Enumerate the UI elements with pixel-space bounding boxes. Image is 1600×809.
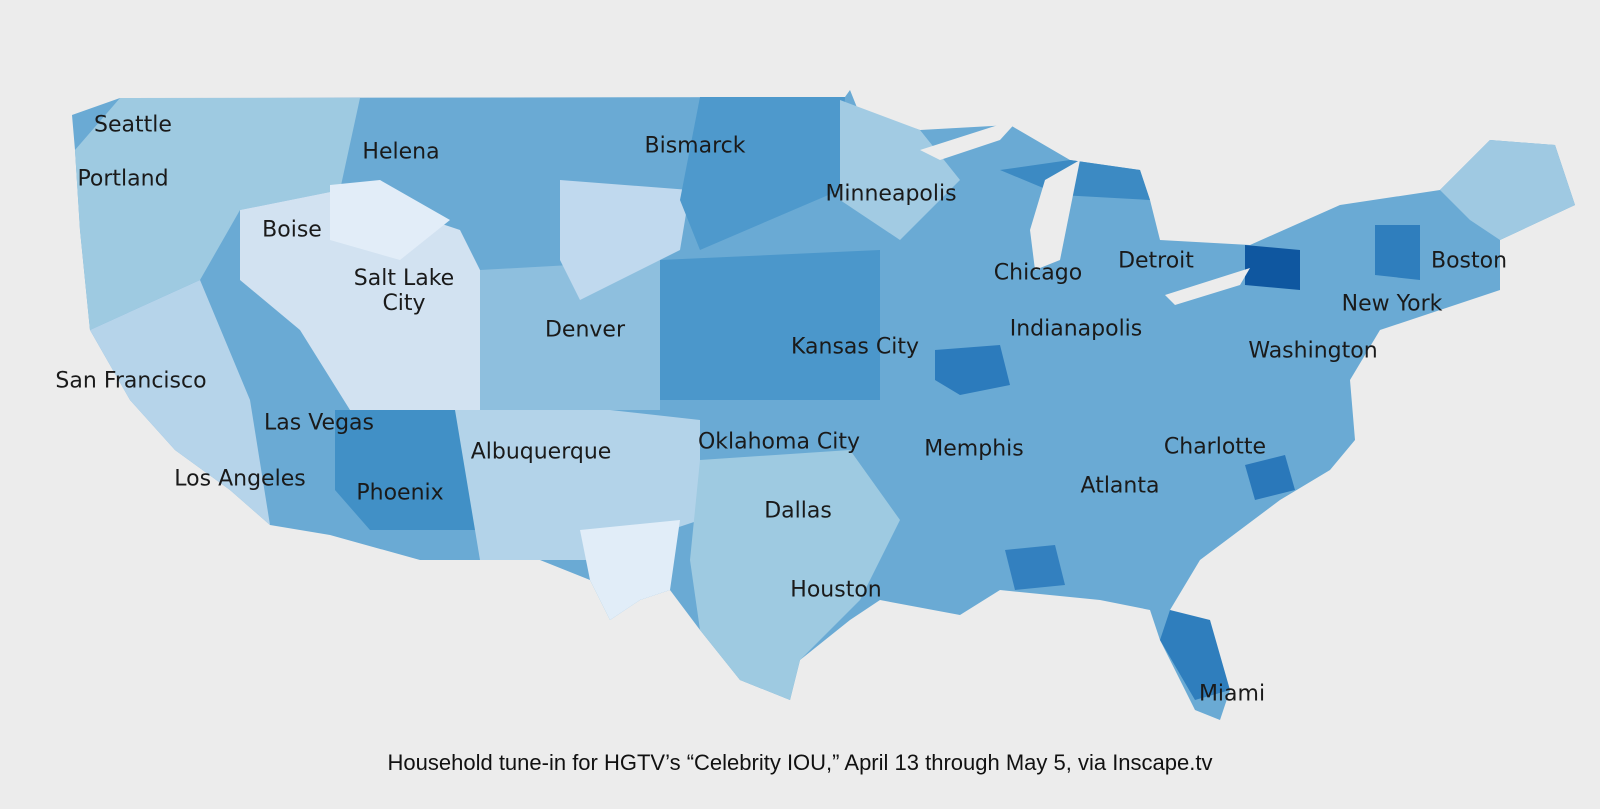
city-label: Phoenix xyxy=(356,480,444,506)
caption: Household tune-in for HGTV’s “Celebrity … xyxy=(387,750,1213,775)
city-label: Oklahoma City xyxy=(697,429,861,455)
city-label: Las Vegas xyxy=(264,410,374,436)
lake xyxy=(1030,160,1080,270)
region xyxy=(330,180,450,260)
region xyxy=(690,450,900,700)
region xyxy=(335,410,480,530)
city-label: Houston xyxy=(790,577,882,603)
region xyxy=(455,410,700,560)
region xyxy=(75,98,360,330)
region xyxy=(935,345,1010,395)
city-label: Memphis xyxy=(924,436,1024,462)
region xyxy=(1375,225,1420,280)
region xyxy=(1245,455,1295,500)
region xyxy=(480,260,660,410)
region xyxy=(240,190,480,410)
lake xyxy=(1165,268,1250,305)
region xyxy=(680,97,845,250)
region xyxy=(580,520,680,620)
city-label: Dallas xyxy=(764,498,832,524)
region xyxy=(660,250,880,400)
city-label: Minneapolis xyxy=(825,181,957,207)
lake xyxy=(920,118,1020,160)
region xyxy=(1440,140,1575,240)
region xyxy=(840,100,960,240)
city-label: Boston xyxy=(1430,248,1508,274)
region xyxy=(560,180,690,300)
city-label: Chicago xyxy=(993,260,1083,286)
city-label: Portland xyxy=(77,166,169,192)
region xyxy=(1245,245,1300,290)
city-label: Boise xyxy=(262,217,322,243)
city-label: Indianapolis xyxy=(1009,316,1143,342)
region xyxy=(90,280,270,525)
city-label: Miami xyxy=(1198,681,1266,707)
city-label: Seattle xyxy=(94,112,172,138)
city-label: Bismarck xyxy=(644,133,746,159)
region xyxy=(1005,545,1065,590)
city-label: Charlotte xyxy=(1163,434,1267,460)
city-label: Detroit xyxy=(1118,248,1194,274)
city-label: Kansas City xyxy=(791,334,919,360)
city-label: Helena xyxy=(362,139,440,165)
city-label: Washington xyxy=(1248,338,1378,364)
city-label: San Francisco xyxy=(55,368,207,394)
city-label: Los Angeles xyxy=(174,466,306,492)
city-label: Salt Lake City xyxy=(353,266,455,316)
city-label: New York xyxy=(1341,291,1443,317)
city-label: Denver xyxy=(544,317,626,343)
city-label: Albuquerque xyxy=(470,439,612,465)
city-label: Atlanta xyxy=(1080,473,1160,499)
region xyxy=(1160,610,1230,700)
